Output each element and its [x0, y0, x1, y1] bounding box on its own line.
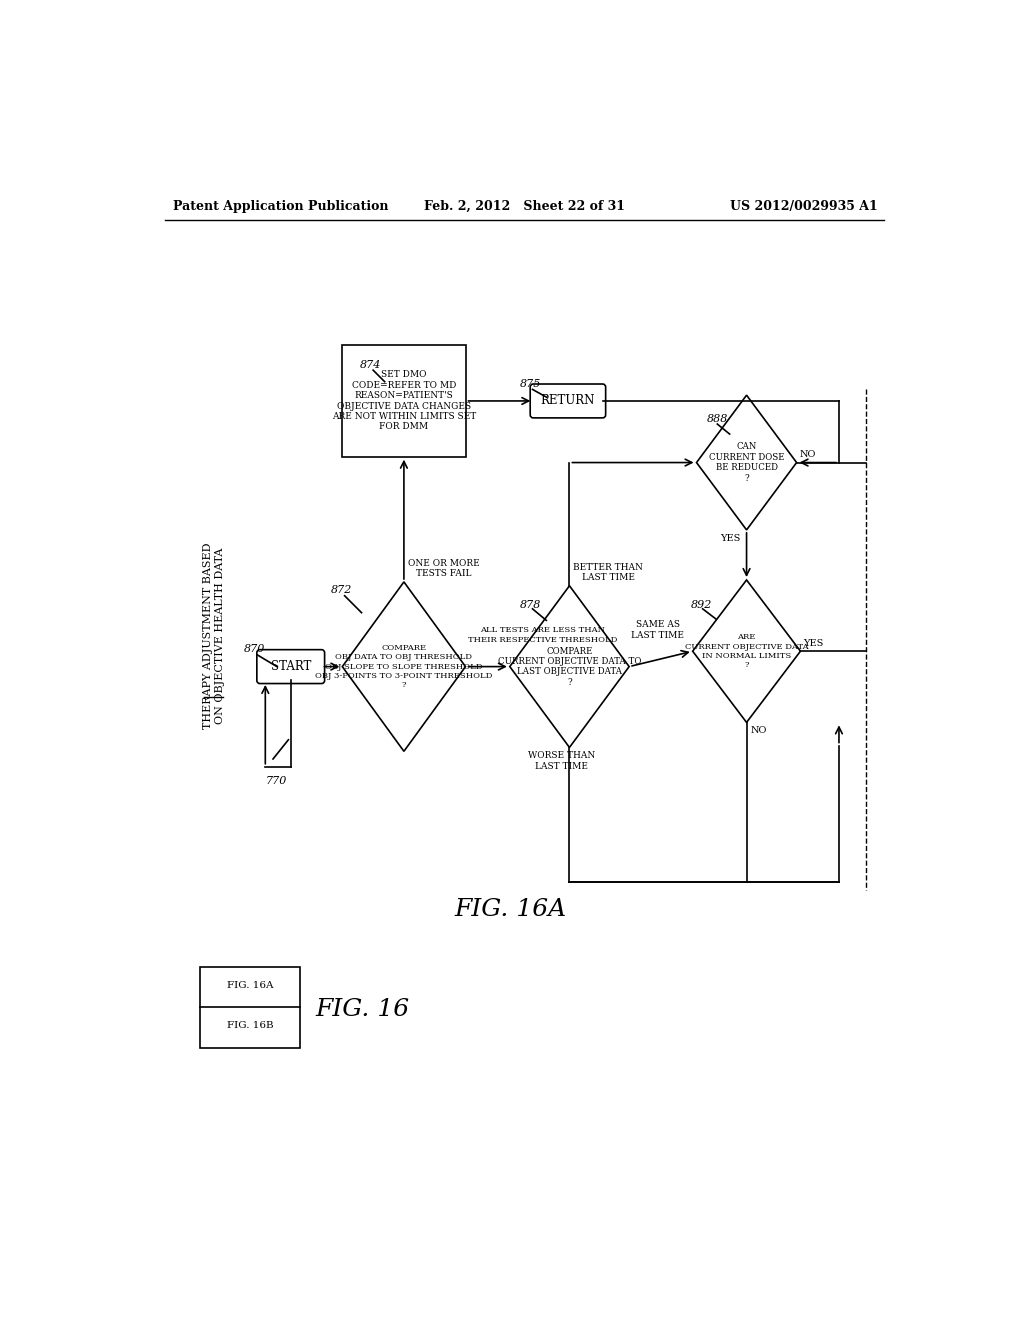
Polygon shape — [510, 586, 629, 747]
Text: 872: 872 — [331, 585, 352, 594]
Text: 874: 874 — [360, 360, 381, 370]
Text: FIG. 16A: FIG. 16A — [226, 981, 273, 990]
Polygon shape — [692, 579, 801, 722]
Text: US 2012/0029935 A1: US 2012/0029935 A1 — [730, 199, 878, 213]
FancyBboxPatch shape — [530, 384, 605, 418]
Bar — [342, 345, 466, 457]
Text: NO: NO — [751, 726, 767, 735]
Text: ARE
CURRENT OBJECTIVE DATA
IN NORMAL LIMITS
?: ARE CURRENT OBJECTIVE DATA IN NORMAL LIM… — [685, 634, 808, 669]
Text: 870: 870 — [244, 644, 265, 653]
Text: ONE OR MORE
TESTS FAIL: ONE OR MORE TESTS FAIL — [408, 558, 479, 578]
Text: WORSE THAN
LAST TIME: WORSE THAN LAST TIME — [528, 751, 595, 771]
Text: COMPARE
CURRENT OBJECTIVE DATA TO
LAST OBJECTIVE DATA
?: COMPARE CURRENT OBJECTIVE DATA TO LAST O… — [498, 647, 641, 686]
Text: NO: NO — [800, 450, 816, 459]
Bar — [200, 966, 300, 1048]
Text: RETURN: RETURN — [541, 395, 595, 408]
Text: YES: YES — [720, 533, 740, 543]
Text: Patent Application Publication: Patent Application Publication — [173, 199, 388, 213]
Text: 892: 892 — [691, 601, 713, 610]
Text: CAN
CURRENT DOSE
BE REDUCED
?: CAN CURRENT DOSE BE REDUCED ? — [709, 442, 784, 483]
Text: SET DMO
CODE=REFER TO MD
REASON=PATIENT'S
OBJECTIVE DATA CHANGES
ARE NOT WITHIN : SET DMO CODE=REFER TO MD REASON=PATIENT'… — [332, 371, 476, 432]
Polygon shape — [696, 395, 797, 529]
Text: Feb. 2, 2012   Sheet 22 of 31: Feb. 2, 2012 Sheet 22 of 31 — [424, 199, 626, 213]
Text: START: START — [270, 660, 311, 673]
FancyBboxPatch shape — [257, 649, 325, 684]
Text: 888: 888 — [707, 413, 728, 424]
Text: YES: YES — [804, 639, 824, 648]
Text: ALL TESTS ARE LESS THAN
THEIR RESPECTIVE THRESHOLD: ALL TESTS ARE LESS THAN THEIR RESPECTIVE… — [468, 626, 617, 644]
Text: THERAPY ADJUSTMENT BASED
ON OBJECTIVE HEALTH DATA: THERAPY ADJUSTMENT BASED ON OBJECTIVE HE… — [203, 543, 224, 729]
Text: FIG. 16: FIG. 16 — [315, 998, 410, 1020]
Text: 878: 878 — [519, 601, 541, 610]
Text: 875: 875 — [519, 379, 541, 389]
Text: COMPARE
OBJ DATA TO OBJ THRESHOLD
OBJ SLOPE TO SLOPE THRESHOLD
OBJ 3-POINTS TO 3: COMPARE OBJ DATA TO OBJ THRESHOLD OBJ SL… — [315, 644, 493, 689]
Text: FIG. 16A: FIG. 16A — [454, 898, 566, 920]
Text: FIG. 16B: FIG. 16B — [226, 1022, 273, 1031]
Text: BETTER THAN
LAST TIME: BETTER THAN LAST TIME — [573, 562, 643, 582]
Text: SAME AS
LAST TIME: SAME AS LAST TIME — [632, 620, 684, 640]
Text: 770: 770 — [265, 776, 287, 785]
Polygon shape — [342, 582, 466, 751]
